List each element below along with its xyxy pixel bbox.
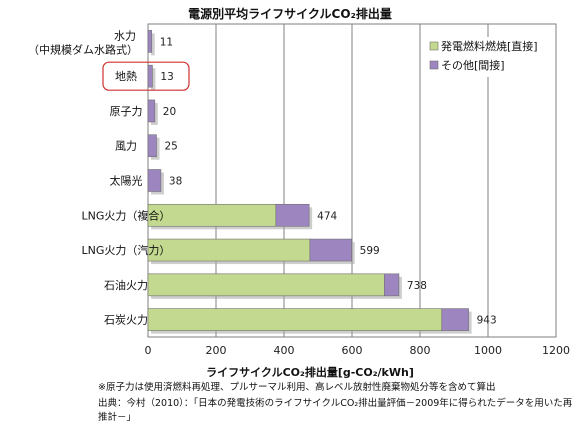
bar-indirect-6 (309, 238, 352, 262)
bar-indirect-1 (147, 64, 153, 88)
x-tick-label: 600 (342, 344, 363, 357)
data-label: 474 (317, 210, 337, 222)
x-tick-label: 1000 (474, 344, 502, 357)
y-tick-label: 石油火力 (104, 278, 148, 292)
legend-box (426, 37, 552, 77)
y-tick-label: LNG火力（複合） (82, 208, 171, 222)
bar-direct-7 (147, 273, 385, 297)
data-label: 13 (160, 71, 173, 83)
bar-indirect-5 (275, 203, 310, 227)
bar-indirect-3 (147, 134, 157, 158)
x-tick-label: 200 (206, 344, 227, 357)
bar-shadow (151, 33, 155, 56)
legend-label: 発電燃料燃焼[直接] (441, 39, 538, 53)
data-label: 599 (360, 245, 380, 257)
footnote-source: 出典：今村（2010）：「日本の発電技術のライフサイクルCO₂排出量評価－200… (98, 398, 573, 409)
bar-indirect-2 (147, 99, 156, 123)
data-label: 11 (160, 36, 173, 48)
y-tick-label: 水力（中規模ダム水路式） (28, 29, 138, 56)
y-tick-label: 地熱 (115, 70, 137, 83)
bar-indirect-0 (147, 30, 153, 53)
data-label: 25 (165, 141, 178, 153)
bar-indirect-8 (441, 308, 469, 331)
bar-direct-8 (147, 308, 443, 331)
legend-swatch (429, 60, 439, 70)
bar-indirect-7 (383, 273, 400, 297)
x-tick-label: 800 (410, 344, 431, 357)
footnote-source-continued: 推計－」 (98, 412, 137, 423)
x-axis-label: ライフサイクルCO₂排出量[g-CO₂/kWh] (206, 365, 414, 379)
y-tick-label: LNG火力（汽力） (82, 243, 171, 257)
highlight-box (102, 61, 190, 91)
footnote-nuclear: ※原子力は使用済燃料再処理、プルサーマル利用、高レベル放射性廃棄物処分等を含めて… (98, 382, 496, 393)
x-tick-label: 1200 (542, 344, 570, 357)
chart-title: 電源別平均ライフサイクルCO₂排出量 (188, 6, 392, 21)
bar-direct-6 (147, 238, 311, 262)
data-label: 38 (169, 176, 182, 188)
data-label: 943 (477, 315, 497, 327)
x-tick-label: 0 (145, 344, 152, 357)
y-tick-label: 石炭火力 (104, 314, 148, 327)
legend-swatch (429, 41, 439, 51)
y-tick-label: 太陽光 (110, 174, 143, 188)
bar-indirect-4 (147, 169, 162, 192)
x-tick-label: 400 (274, 344, 295, 357)
bar-shadow (151, 68, 156, 91)
plot-area: 0 200 400 600 800 1000 1200 11 水力（中規模ダム水路式） 13 地熱 2… (28, 23, 570, 357)
y-tick-label: 原子力 (110, 105, 143, 118)
data-label: 20 (163, 106, 176, 118)
y-tick-label: 風力 (115, 140, 137, 153)
data-label: 738 (407, 280, 427, 292)
legend-label: その他[間接] (441, 59, 505, 72)
